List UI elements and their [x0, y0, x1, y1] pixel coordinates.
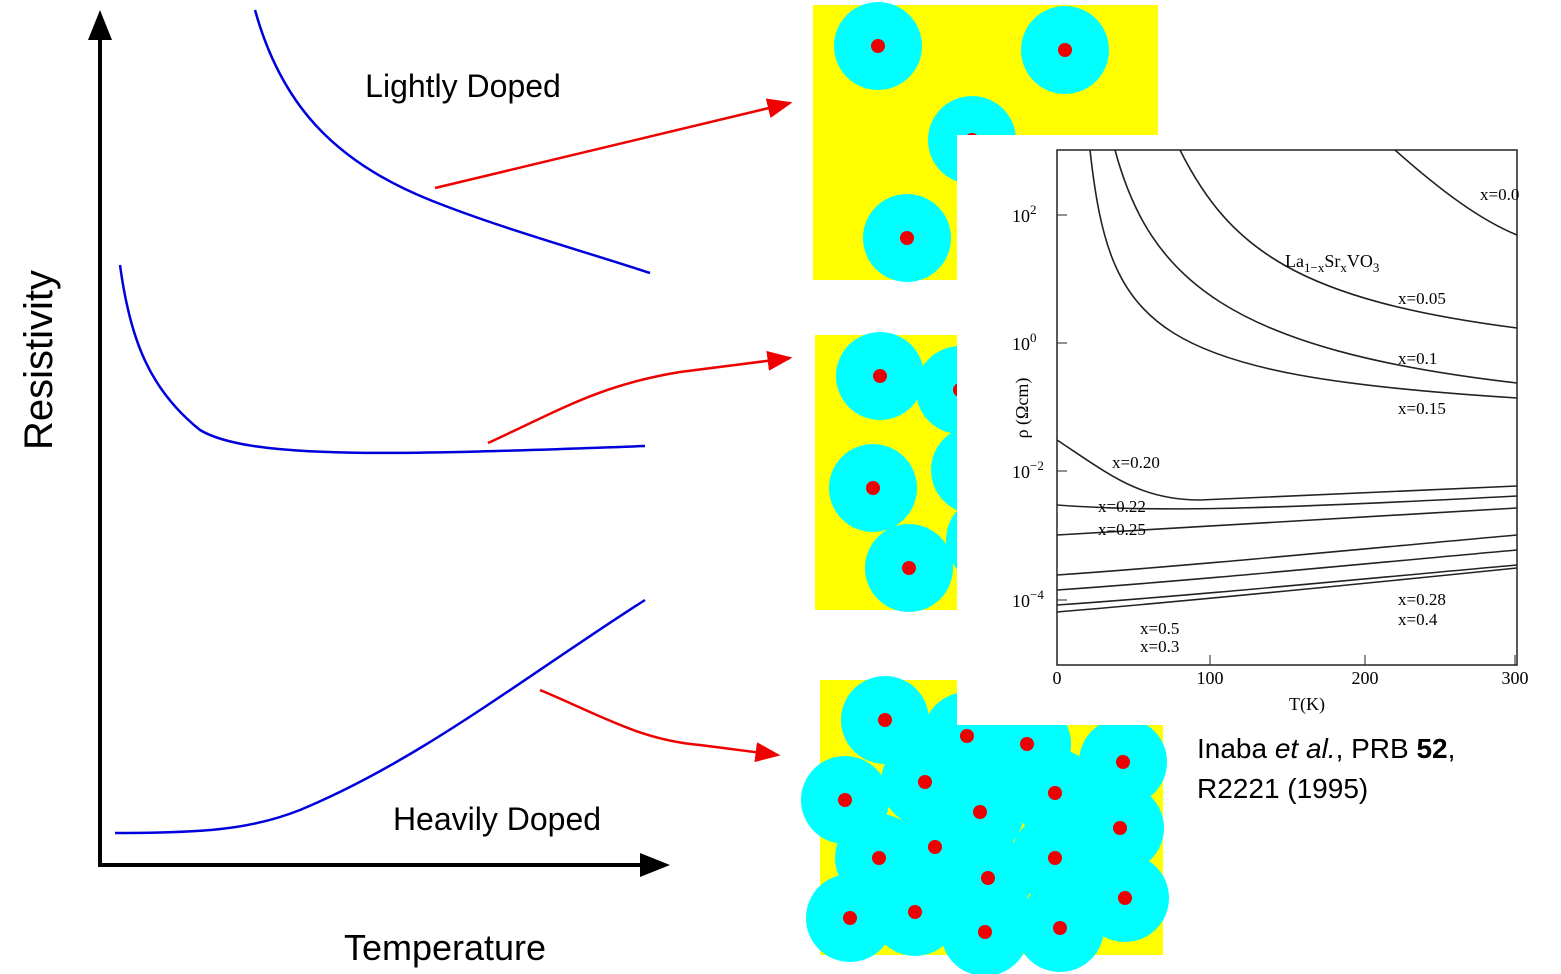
- text: VO: [1347, 251, 1373, 271]
- dopant: [1058, 43, 1072, 57]
- dopant: [1048, 786, 1062, 800]
- citation: Inaba et al., PRB 52,: [1197, 733, 1455, 764]
- text: 52: [1416, 733, 1447, 764]
- curve-label: x=0.1: [1398, 349, 1437, 368]
- inset-x-label: T(K): [1289, 694, 1325, 715]
- curve-label: x=0.4: [1398, 610, 1438, 629]
- x-axis-label: Temperature: [344, 927, 546, 968]
- text: 2: [1030, 202, 1037, 217]
- dopant: [872, 851, 886, 865]
- x-tick-label: 300: [1502, 668, 1529, 688]
- text: −2: [1030, 458, 1044, 473]
- arrow: [435, 103, 790, 188]
- curve-label: x=0.0: [1480, 185, 1519, 204]
- inset-y-label: ρ (Ωcm): [1012, 378, 1033, 439]
- inset-plot: [957, 135, 1532, 725]
- heavy-curve: [115, 600, 645, 833]
- curve-label: x=0.5: [1140, 619, 1179, 638]
- text: 10: [1012, 334, 1030, 354]
- mid-curve: [120, 265, 645, 453]
- dopant: [838, 793, 852, 807]
- dopant: [960, 729, 974, 743]
- dopant: [1116, 755, 1130, 769]
- dopant: [1053, 921, 1067, 935]
- text: −4: [1030, 587, 1044, 602]
- dopant: [928, 840, 942, 854]
- dopant: [902, 561, 916, 575]
- curve-label: x=0.15: [1398, 399, 1446, 418]
- curve-label: x=0.20: [1112, 453, 1160, 472]
- dopant: [866, 481, 880, 495]
- curve-label: x=0.3: [1140, 637, 1179, 656]
- dopant: [873, 369, 887, 383]
- text: Inaba: [1197, 733, 1275, 764]
- light-curve: [255, 10, 650, 273]
- arrow: [488, 358, 790, 443]
- dopant: [978, 925, 992, 939]
- dopant: [981, 871, 995, 885]
- dopant: [908, 905, 922, 919]
- label: Heavily Doped: [393, 801, 601, 837]
- curve-label: x=0.28: [1398, 590, 1446, 609]
- curve-label: x=0.05: [1398, 289, 1446, 308]
- dopant: [1020, 737, 1034, 751]
- curve-label: x=0.25: [1098, 520, 1146, 539]
- x-tick-label: 200: [1352, 668, 1379, 688]
- dopant: [1048, 851, 1062, 865]
- text: 1−x: [1304, 260, 1325, 275]
- text: 0: [1030, 330, 1037, 345]
- text: La: [1285, 251, 1304, 271]
- dopant: [1118, 891, 1132, 905]
- schematic-axes: [88, 10, 670, 877]
- dopant: [973, 805, 987, 819]
- text: 10: [1012, 206, 1030, 226]
- dopant: [900, 231, 914, 245]
- dopant: [843, 911, 857, 925]
- x-tick-label: 0: [1053, 668, 1062, 688]
- text: , PRB: [1336, 733, 1417, 764]
- x-tick-label: 100: [1197, 668, 1224, 688]
- dopant: [1113, 821, 1127, 835]
- slide: Lightly Doped Heavily Doped Resistivity …: [0, 0, 1561, 974]
- text: et al.: [1275, 733, 1336, 764]
- dopant: [871, 39, 885, 53]
- text: 10: [1012, 462, 1030, 482]
- dopant: [878, 713, 892, 727]
- arrow: [540, 690, 778, 755]
- text: Sr: [1324, 251, 1340, 271]
- dopant: [918, 775, 932, 789]
- curve-label: x=0.22: [1098, 497, 1146, 516]
- citation: R2221 (1995): [1197, 773, 1368, 804]
- text: 3: [1373, 260, 1380, 275]
- text: ,: [1448, 733, 1456, 764]
- text: 10: [1012, 591, 1030, 611]
- label: Lightly Doped: [365, 68, 561, 104]
- y-axis-label: Resistivity: [17, 270, 61, 450]
